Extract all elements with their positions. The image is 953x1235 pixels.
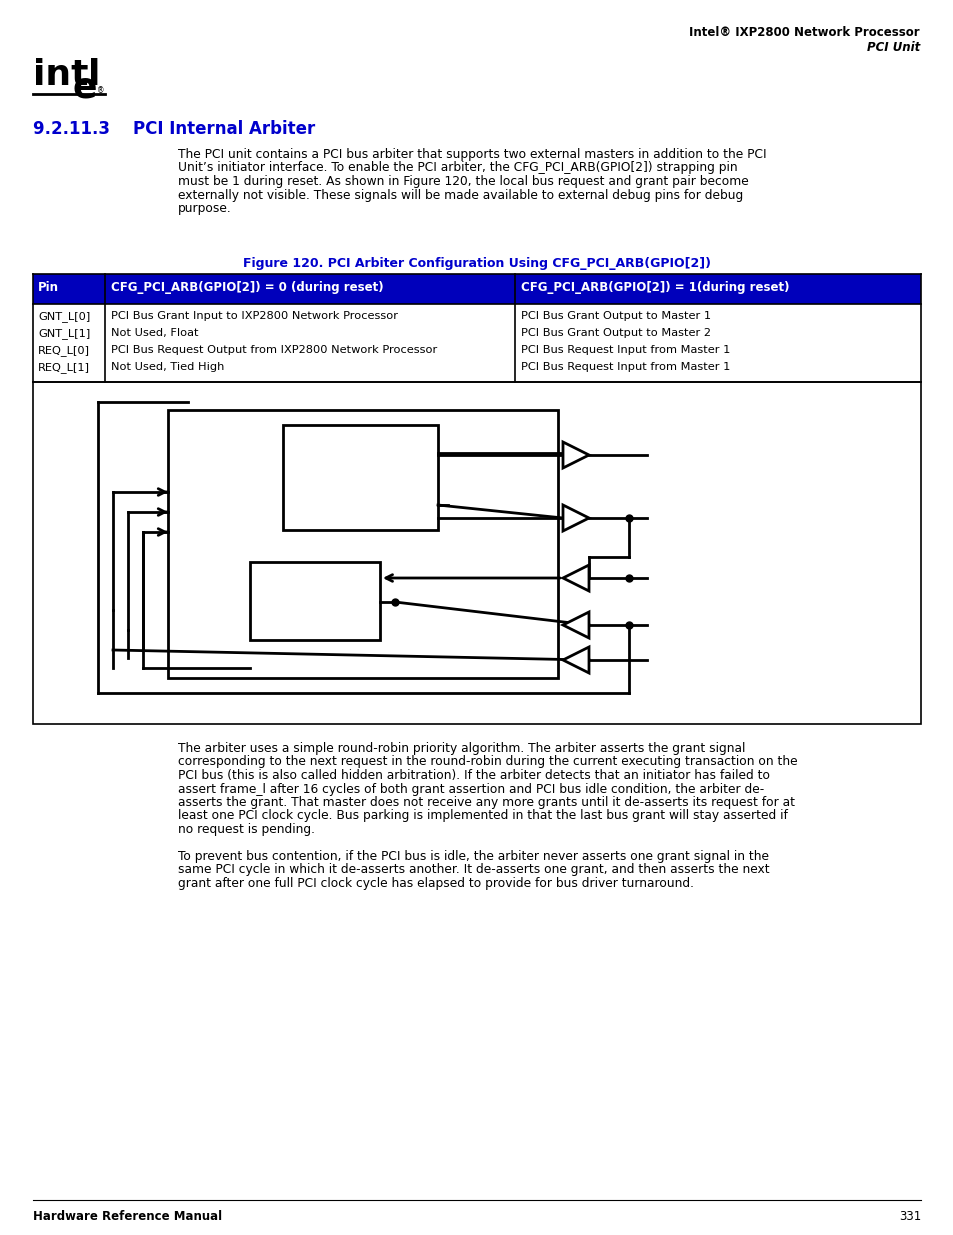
Text: corresponding to the next request in the round-robin during the current executin: corresponding to the next request in the… bbox=[178, 756, 797, 768]
Text: assert frame_l after 16 cycles of both grant assertion and PCI bus idle conditio: assert frame_l after 16 cycles of both g… bbox=[178, 783, 763, 795]
Bar bbox=[168, 410, 558, 678]
Text: Figure 120. PCI Arbiter Configuration Using CFG_PCI_ARB(GPIO[2]): Figure 120. PCI Arbiter Configuration Us… bbox=[243, 257, 710, 270]
Bar bbox=[283, 425, 437, 530]
Text: Not Used, Tied High: Not Used, Tied High bbox=[111, 362, 224, 372]
Bar bbox=[250, 562, 379, 640]
Text: externally not visible. These signals will be made available to external debug p: externally not visible. These signals wi… bbox=[178, 189, 742, 201]
Text: asserts the grant. That master does not receive any more grants until it de-asse: asserts the grant. That master does not … bbox=[178, 797, 794, 809]
Text: least one PCI clock cycle. Bus parking is implemented in that the last bus grant: least one PCI clock cycle. Bus parking i… bbox=[178, 809, 787, 823]
Text: GNT_L[1]: GNT_L[1] bbox=[38, 329, 91, 338]
Text: PCI Bus Grant Output to Master 1: PCI Bus Grant Output to Master 1 bbox=[520, 311, 710, 321]
Polygon shape bbox=[562, 442, 588, 468]
Text: The arbiter uses a simple round-robin priority algorithm. The arbiter asserts th: The arbiter uses a simple round-robin pr… bbox=[178, 742, 744, 755]
Text: purpose.: purpose. bbox=[178, 203, 232, 215]
Text: REQ_L[1]: REQ_L[1] bbox=[38, 362, 90, 373]
Polygon shape bbox=[562, 505, 588, 531]
Text: 9.2.11.3    PCI Internal Arbiter: 9.2.11.3 PCI Internal Arbiter bbox=[33, 120, 314, 138]
Text: ®: ® bbox=[97, 86, 105, 95]
Text: GNT_L[0]: GNT_L[0] bbox=[38, 311, 91, 322]
Text: PCI Unit: PCI Unit bbox=[866, 41, 919, 54]
Text: 331: 331 bbox=[898, 1210, 920, 1223]
Polygon shape bbox=[562, 613, 588, 638]
Bar bbox=[105, 274, 515, 304]
Text: CFG_PCI_ARB(GPIO[2]) = 1(during reset): CFG_PCI_ARB(GPIO[2]) = 1(during reset) bbox=[520, 282, 789, 294]
Bar bbox=[515, 274, 920, 304]
Text: PCI Bus Grant Input to IXP2800 Network Processor: PCI Bus Grant Input to IXP2800 Network P… bbox=[111, 311, 397, 321]
Text: l: l bbox=[88, 58, 100, 91]
Text: PCI Bus Request Input from Master 1: PCI Bus Request Input from Master 1 bbox=[520, 362, 730, 372]
Text: PCI Bus Grant Output to Master 2: PCI Bus Grant Output to Master 2 bbox=[520, 329, 710, 338]
Text: grant after one full PCI clock cycle has elapsed to provide for bus driver turna: grant after one full PCI clock cycle has… bbox=[178, 877, 693, 890]
Bar bbox=[33, 382, 920, 724]
Text: Intel® IXP2800 Network Processor: Intel® IXP2800 Network Processor bbox=[689, 26, 919, 40]
Text: Unit’s initiator interface. To enable the PCI arbiter, the CFG_PCI_ARB(GPIO[2]) : Unit’s initiator interface. To enable th… bbox=[178, 162, 737, 174]
Text: no request is pending.: no request is pending. bbox=[178, 823, 314, 836]
Text: must be 1 during reset. As shown in Figure 120, the local bus request and grant : must be 1 during reset. As shown in Figu… bbox=[178, 175, 748, 188]
Polygon shape bbox=[562, 647, 588, 673]
Text: PCI Bus Request Input from Master 1: PCI Bus Request Input from Master 1 bbox=[520, 345, 730, 354]
Text: int: int bbox=[33, 58, 89, 91]
Text: e: e bbox=[73, 70, 97, 104]
Text: same PCI cycle in which it de-asserts another. It de-asserts one grant, and then: same PCI cycle in which it de-asserts an… bbox=[178, 863, 769, 877]
Text: Hardware Reference Manual: Hardware Reference Manual bbox=[33, 1210, 222, 1223]
Text: Pin: Pin bbox=[38, 282, 59, 294]
Text: PCI Bus Request Output from IXP2800 Network Processor: PCI Bus Request Output from IXP2800 Netw… bbox=[111, 345, 436, 354]
Text: The PCI unit contains a PCI bus arbiter that supports two external masters in ad: The PCI unit contains a PCI bus arbiter … bbox=[178, 148, 766, 161]
Text: Not Used, Float: Not Used, Float bbox=[111, 329, 198, 338]
Text: CFG_PCI_ARB(GPIO[2]) = 0 (during reset): CFG_PCI_ARB(GPIO[2]) = 0 (during reset) bbox=[111, 282, 383, 294]
Text: PCI bus (this is also called hidden arbitration). If the arbiter detects that an: PCI bus (this is also called hidden arbi… bbox=[178, 769, 769, 782]
Bar bbox=[33, 274, 105, 304]
Polygon shape bbox=[562, 564, 588, 592]
Text: REQ_L[0]: REQ_L[0] bbox=[38, 345, 90, 356]
Text: To prevent bus contention, if the PCI bus is idle, the arbiter never asserts one: To prevent bus contention, if the PCI bu… bbox=[178, 850, 768, 863]
